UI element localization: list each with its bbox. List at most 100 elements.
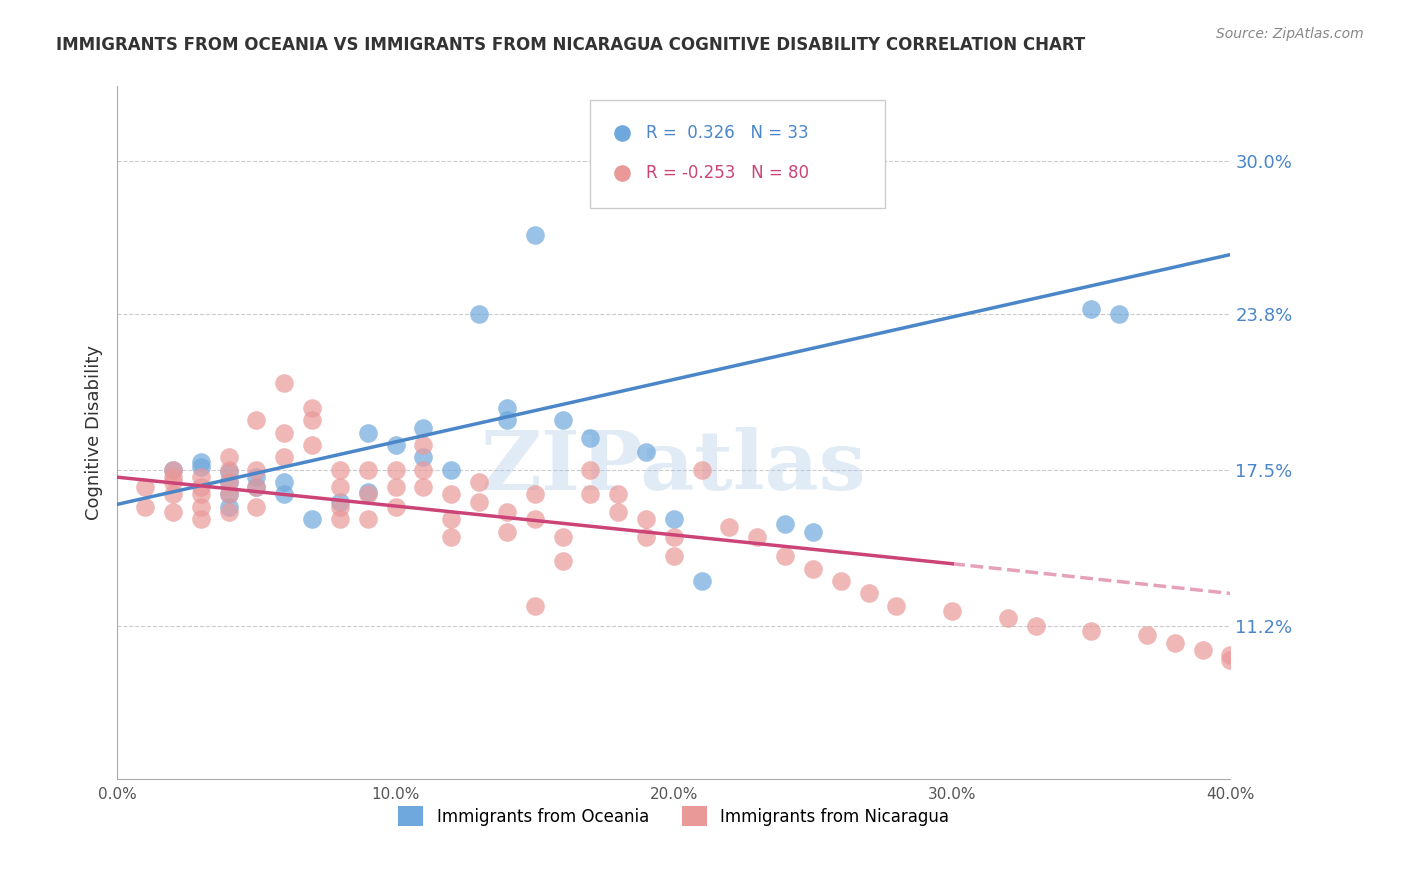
- Point: [245, 413, 267, 427]
- Point: [329, 480, 352, 494]
- Point: [245, 480, 267, 494]
- Point: [162, 470, 184, 484]
- Point: [245, 480, 267, 494]
- Point: [1080, 624, 1102, 638]
- Point: [384, 500, 406, 514]
- Point: [190, 487, 212, 501]
- Legend: Immigrants from Oceania, Immigrants from Nicaragua: Immigrants from Oceania, Immigrants from…: [391, 799, 956, 833]
- Point: [134, 500, 156, 514]
- Point: [690, 463, 713, 477]
- Point: [718, 519, 741, 533]
- Y-axis label: Cognitive Disability: Cognitive Disability: [86, 345, 103, 520]
- Point: [495, 524, 517, 539]
- Point: [634, 529, 657, 543]
- Point: [329, 500, 352, 514]
- Text: R = -0.253   N = 80: R = -0.253 N = 80: [645, 164, 808, 182]
- Point: [357, 487, 380, 501]
- Point: [162, 505, 184, 519]
- Point: [1191, 643, 1213, 657]
- Point: [579, 487, 602, 501]
- Point: [301, 512, 323, 526]
- Point: [495, 505, 517, 519]
- Point: [273, 376, 295, 391]
- Point: [830, 574, 852, 588]
- Point: [801, 524, 824, 539]
- Point: [190, 460, 212, 475]
- Point: [495, 401, 517, 415]
- Point: [1025, 618, 1047, 632]
- Point: [134, 480, 156, 494]
- Point: [412, 480, 434, 494]
- Point: [801, 562, 824, 576]
- Point: [301, 438, 323, 452]
- Point: [1164, 636, 1187, 650]
- Point: [858, 178, 880, 193]
- Point: [607, 487, 630, 501]
- Point: [162, 487, 184, 501]
- Text: R =  0.326   N = 33: R = 0.326 N = 33: [645, 125, 808, 143]
- Point: [440, 529, 463, 543]
- Point: [773, 517, 796, 532]
- Point: [551, 554, 574, 568]
- Point: [218, 465, 240, 479]
- Point: [162, 463, 184, 477]
- Point: [190, 480, 212, 494]
- Point: [329, 495, 352, 509]
- Point: [941, 604, 963, 618]
- Point: [273, 425, 295, 440]
- Point: [440, 463, 463, 477]
- Point: [997, 611, 1019, 625]
- Point: [468, 307, 491, 321]
- FancyBboxPatch shape: [591, 100, 886, 208]
- Point: [523, 487, 546, 501]
- Point: [384, 480, 406, 494]
- Point: [1219, 648, 1241, 663]
- Point: [218, 500, 240, 514]
- Point: [357, 425, 380, 440]
- Point: [162, 475, 184, 489]
- Point: [1247, 660, 1270, 674]
- Point: [495, 413, 517, 427]
- Point: [440, 512, 463, 526]
- Point: [412, 420, 434, 434]
- Point: [773, 549, 796, 564]
- Point: [384, 463, 406, 477]
- Point: [662, 512, 685, 526]
- Point: [190, 500, 212, 514]
- Point: [301, 413, 323, 427]
- Point: [634, 445, 657, 459]
- Point: [218, 475, 240, 489]
- Point: [412, 463, 434, 477]
- Point: [273, 450, 295, 465]
- Point: [747, 529, 769, 543]
- Point: [1219, 653, 1241, 667]
- Point: [551, 413, 574, 427]
- Point: [607, 505, 630, 519]
- Point: [218, 463, 240, 477]
- Point: [1080, 301, 1102, 316]
- Point: [162, 463, 184, 477]
- Point: [690, 574, 713, 588]
- Point: [662, 549, 685, 564]
- Point: [245, 500, 267, 514]
- Point: [579, 463, 602, 477]
- Point: [1136, 628, 1159, 642]
- Point: [190, 470, 212, 484]
- Point: [273, 487, 295, 501]
- Point: [551, 529, 574, 543]
- Point: [858, 586, 880, 600]
- Point: [1303, 673, 1326, 687]
- Point: [412, 438, 434, 452]
- Point: [634, 512, 657, 526]
- Point: [468, 495, 491, 509]
- Point: [662, 529, 685, 543]
- Point: [579, 431, 602, 445]
- Point: [245, 463, 267, 477]
- Point: [357, 463, 380, 477]
- Point: [412, 450, 434, 465]
- Point: [523, 599, 546, 613]
- Point: [886, 599, 908, 613]
- Point: [245, 470, 267, 484]
- Text: ZIPatlas: ZIPatlas: [481, 427, 866, 508]
- Point: [523, 227, 546, 242]
